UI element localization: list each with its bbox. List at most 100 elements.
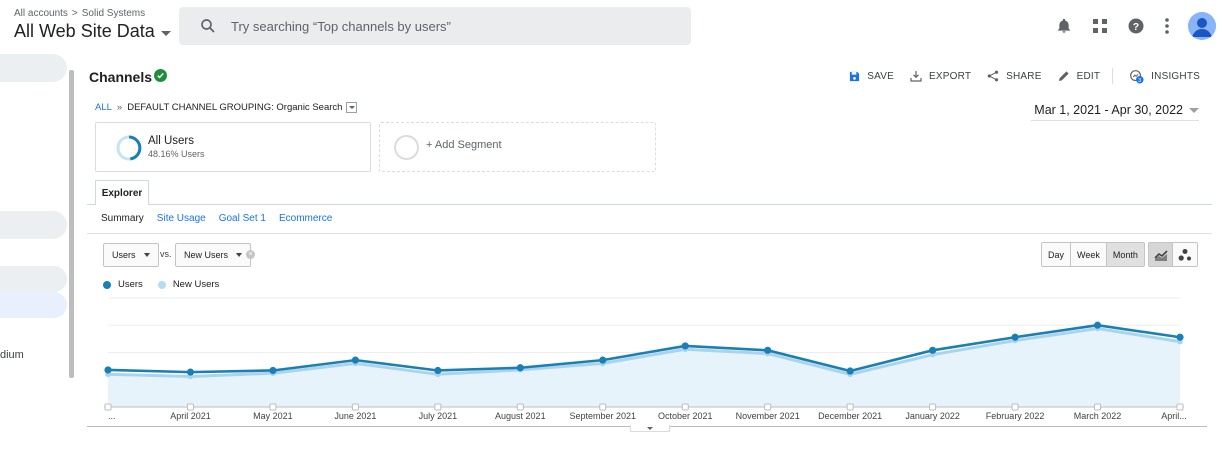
- legend-item-new-users[interactable]: New Users: [157, 279, 220, 290]
- legend-label: Users: [118, 279, 143, 290]
- data-point-users: [104, 366, 112, 374]
- subtab-summary[interactable]: Summary: [101, 213, 144, 224]
- primary-metric-value: Users: [112, 250, 136, 260]
- insights-icon: 3: [1130, 69, 1144, 83]
- edit-button[interactable]: EDIT: [1058, 70, 1101, 82]
- segment-ring-icon: [116, 135, 142, 161]
- x-tick-label: February 2022: [986, 411, 1045, 421]
- subtab-site-usage[interactable]: Site Usage: [156, 213, 206, 224]
- breadcrumb-all-link[interactable]: ALL: [95, 102, 112, 113]
- x-tick-marker: [434, 403, 442, 411]
- sidebar-item[interactable]: [0, 266, 67, 292]
- x-tick-label: April 2021: [170, 411, 211, 421]
- apps-grid-icon[interactable]: [1090, 16, 1110, 36]
- export-button[interactable]: EXPORT: [910, 70, 971, 82]
- x-tick-marker: [681, 403, 689, 411]
- x-tick-label: April...: [1161, 411, 1187, 421]
- data-point-users: [599, 356, 607, 364]
- sidebar-scrollbar[interactable]: [69, 70, 74, 378]
- vs-label: vs.: [160, 249, 172, 259]
- property-selector[interactable]: All Web Site Data: [14, 21, 171, 42]
- new-users-area: [108, 328, 1180, 407]
- share-button[interactable]: SHARE: [987, 70, 1041, 82]
- bell-icon[interactable]: [1054, 16, 1074, 36]
- report-panel: Channels SAVE EXPORT SHARE EDIT: [87, 52, 1212, 432]
- page-title: Channels: [89, 69, 153, 85]
- clear-metric-icon[interactable]: ×: [246, 250, 255, 259]
- more-vert-icon[interactable]: [1162, 16, 1172, 36]
- sidebar-item[interactable]: [0, 54, 67, 82]
- x-tick-label: May 2021: [253, 411, 293, 421]
- pencil-icon: [1058, 71, 1069, 81]
- breadcrumb-accounts[interactable]: All accounts: [14, 8, 68, 19]
- top-icons: ?: [1054, 10, 1224, 42]
- sidebar-item-active[interactable]: [0, 292, 67, 318]
- insights-badge: 3: [1138, 77, 1141, 83]
- secondary-metric-select[interactable]: New Users: [175, 243, 252, 267]
- data-point-users: [186, 368, 195, 376]
- sidebar-item[interactable]: [0, 211, 67, 239]
- x-tick-marker: [269, 403, 277, 411]
- x-tick-label: December 2021: [818, 411, 882, 421]
- property-name: All Web Site Data: [14, 21, 155, 41]
- data-point-users: [681, 342, 689, 350]
- x-tick-marker: [186, 403, 194, 411]
- data-point-users: [846, 367, 854, 375]
- primary-metric-select[interactable]: Users: [103, 243, 159, 267]
- motion-chart-button[interactable]: [1173, 243, 1197, 266]
- legend-label: New Users: [172, 279, 220, 290]
- subtab-goal-set-1[interactable]: Goal Set 1: [218, 213, 266, 224]
- x-tick-marker: [764, 403, 772, 411]
- x-tick-marker: [846, 403, 854, 411]
- series-line-users: [107, 323, 1181, 374]
- explorer-subtabs: Summary Site Usage Goal Set 1 Ecommerce: [101, 213, 345, 224]
- breadcrumb-account[interactable]: Solid Systems: [81, 8, 146, 19]
- legend-swatch: [103, 280, 111, 289]
- subtab-ecommerce[interactable]: Ecommerce: [278, 213, 333, 224]
- grouping-dropdown-button[interactable]: [346, 102, 358, 113]
- breadcrumb-separator: »: [116, 102, 123, 113]
- x-tick-marker: [1011, 403, 1019, 411]
- data-point-users: [434, 366, 442, 375]
- export-label: EXPORT: [928, 70, 972, 82]
- share-label: SHARE: [1006, 70, 1042, 82]
- data-point-users: [269, 366, 277, 375]
- empty-segment-ring-icon: [394, 135, 419, 160]
- breadcrumb-separator: >: [71, 8, 78, 19]
- line-chart-button[interactable]: [1149, 243, 1173, 266]
- period-week-button[interactable]: Week: [1071, 243, 1107, 266]
- add-segment-button[interactable]: + Add Segment: [379, 122, 656, 172]
- left-sidebar: dium: [0, 52, 76, 460]
- sidebar-item-label[interactable]: dium: [0, 349, 24, 361]
- search-icon: [201, 19, 215, 33]
- line-chart-icon: [1153, 249, 1168, 261]
- date-range-picker[interactable]: Mar 1, 2021 - Apr 30, 2022: [1034, 103, 1199, 117]
- data-point-users: [1011, 333, 1019, 341]
- report-breadcrumb: ALL » DEFAULT CHANNEL GROUPING: Organic …: [95, 102, 358, 113]
- line-chart[interactable]: ... April 2021 May 2021 June 2021 July 2021 A…: [87, 292, 1207, 426]
- chevron-down-icon: [143, 253, 150, 257]
- search-bar[interactable]: [179, 7, 691, 45]
- download-icon: [910, 71, 922, 82]
- tab-explorer[interactable]: Explorer: [95, 180, 149, 205]
- account-breadcrumb[interactable]: All accounts > Solid Systems: [14, 8, 145, 19]
- save-button[interactable]: SAVE: [849, 71, 894, 82]
- report-actions: SAVE EXPORT SHARE EDIT 3 INSIGHTS: [833, 68, 1200, 84]
- x-tick-label: August 2021: [495, 411, 546, 421]
- x-tick-label: March 2022: [1074, 411, 1122, 421]
- segment-all-users[interactable]: All Users 48.16% Users: [95, 122, 371, 172]
- search-input[interactable]: [231, 18, 651, 34]
- actions-divider: [1112, 68, 1114, 84]
- x-tick-marker: [599, 403, 607, 411]
- legend-item-users[interactable]: Users: [103, 279, 143, 290]
- data-point-users: [764, 346, 772, 354]
- x-tick-marker: [1094, 403, 1102, 411]
- x-tick-marker: [351, 403, 359, 411]
- insights-button[interactable]: 3 INSIGHTS: [1129, 69, 1200, 84]
- period-month-button[interactable]: Month: [1106, 243, 1144, 266]
- x-tick-label: July 2021: [419, 411, 458, 421]
- help-icon[interactable]: ?: [1126, 16, 1146, 36]
- period-day-button[interactable]: Day: [1042, 243, 1072, 266]
- avatar[interactable]: [1188, 12, 1216, 40]
- collapse-chart-button[interactable]: [630, 425, 670, 432]
